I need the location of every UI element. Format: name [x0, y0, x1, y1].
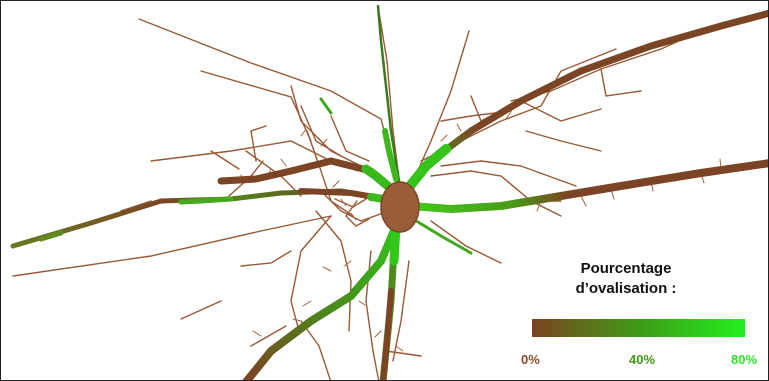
legend-color-bar — [532, 319, 745, 337]
root-northwest-green — [319, 97, 333, 115]
legend-tick-80: 80% — [731, 352, 758, 367]
root-northeast-green — [401, 144, 451, 196]
root-south — [242, 222, 400, 380]
root-north — [376, 4, 401, 183]
root-northeast — [402, 9, 768, 195]
root-south-2-brown — [380, 288, 394, 380]
root-far-west-green — [38, 230, 64, 242]
root-bulb — [380, 181, 420, 233]
legend-title-line2: d’ovalisation : — [575, 280, 677, 297]
legend-tick-0: 0% — [521, 352, 540, 367]
legend-title-line1: Pourcentage — [580, 260, 672, 277]
legend-tick-40: 40% — [629, 352, 656, 367]
thin-roots — [12, 5, 768, 380]
root-east — [407, 159, 768, 213]
root-west-green-segment — [178, 196, 234, 205]
root-southeast-green — [411, 217, 473, 255]
legend-title: Pourcentage d’ovalisation : — [561, 259, 691, 299]
root-north-green — [382, 128, 399, 182]
